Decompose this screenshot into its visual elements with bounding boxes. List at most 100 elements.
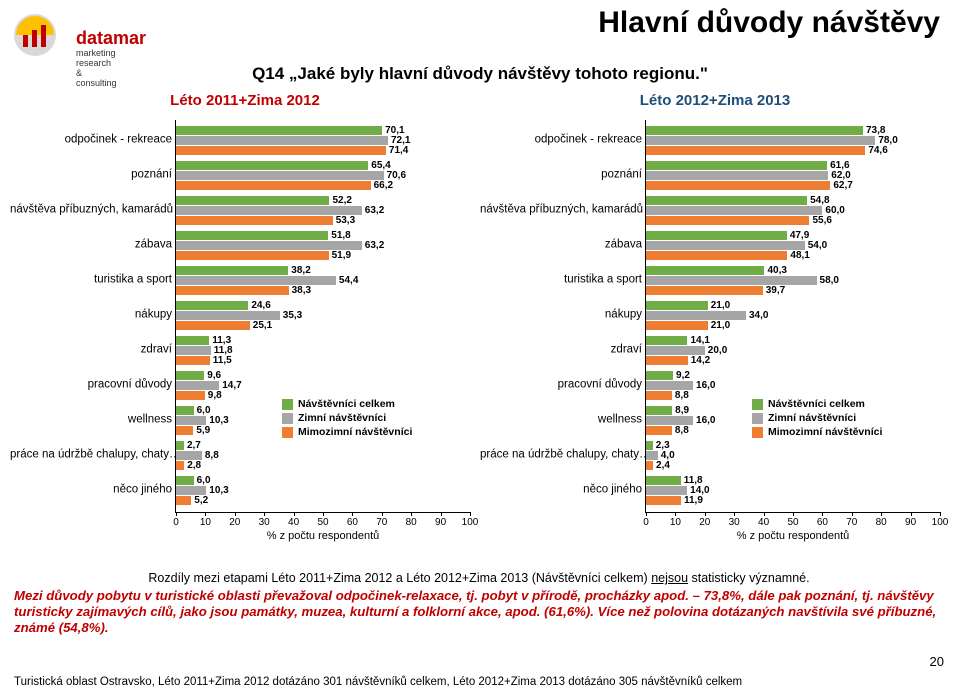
category-label: odpočinek - rekreace — [480, 133, 642, 146]
bar — [646, 286, 763, 295]
bar-value-label: 25,1 — [253, 321, 272, 331]
legend-swatch — [282, 427, 293, 438]
x-tick-label: 90 — [905, 517, 916, 528]
bar — [176, 336, 209, 345]
x-tick — [441, 512, 442, 516]
bar-value-label: 63,2 — [365, 206, 384, 216]
bar — [176, 206, 362, 215]
legend-swatch — [752, 413, 763, 424]
page: { "logo": {"brand":"datamar","tagline":"… — [0, 0, 960, 693]
bar-value-label: 51,9 — [332, 251, 351, 261]
bar — [176, 171, 384, 180]
legend: Návštěvníci celkem Zimní návštěvníci Mimoz… — [282, 396, 412, 440]
bar-value-label: 47,9 — [790, 231, 809, 241]
bar-value-label: 38,3 — [292, 286, 311, 296]
bar-value-label: 11,9 — [684, 496, 703, 506]
x-tick — [646, 512, 647, 516]
legend-label: Návštěvníci celkem — [298, 398, 395, 410]
legend-item: Mimozimní návštěvníci — [752, 426, 882, 438]
bar — [646, 276, 817, 285]
x-tick — [675, 512, 676, 516]
bar — [176, 276, 336, 285]
bar — [646, 301, 708, 310]
bar — [176, 476, 194, 485]
bar — [176, 251, 329, 260]
bar-value-label: 5,9 — [196, 426, 210, 436]
x-axis-title: % z počtu respondentů — [176, 530, 470, 542]
legend-item: Zimní návštěvníci — [282, 412, 412, 424]
bar-value-label: 66,2 — [374, 181, 393, 191]
x-tick — [705, 512, 706, 516]
category-label: práce na údržbě chalupy, chaty… — [480, 448, 642, 461]
category-label: něco jiného — [10, 483, 172, 496]
bar — [176, 356, 210, 365]
x-tick — [411, 512, 412, 516]
bar — [646, 181, 830, 190]
bar — [176, 136, 388, 145]
bar-value-label: 10,3 — [209, 486, 228, 496]
bar — [646, 241, 805, 250]
bar-value-label: 16,0 — [696, 416, 715, 426]
category-label: návštěva příbuzných, kamarádů — [10, 203, 172, 216]
bar-value-label: 8,9 — [675, 406, 689, 416]
x-tick-label: 20 — [229, 517, 240, 528]
bar-value-label: 53,3 — [336, 216, 355, 226]
legend-swatch — [752, 427, 763, 438]
bar — [176, 126, 382, 135]
bar-value-label: 74,6 — [868, 146, 887, 156]
page-title: Hlavní důvody návštěvy — [598, 6, 940, 40]
bar-value-label: 58,0 — [820, 276, 839, 286]
bar — [176, 371, 204, 380]
bar — [646, 136, 875, 145]
charts-area: Léto 2011+Zima 2012 odpočinek - rekreace… — [10, 92, 950, 568]
bar-value-label: 63,2 — [365, 241, 384, 251]
bar-value-label: 14,2 — [691, 356, 710, 366]
bar-value-label: 54,0 — [808, 241, 827, 251]
bar-value-label: 40,3 — [767, 266, 786, 276]
bar — [646, 426, 672, 435]
bar — [646, 196, 807, 205]
logo-mark — [12, 12, 58, 58]
x-tick — [264, 512, 265, 516]
x-tick-label: 30 — [259, 517, 270, 528]
bar — [176, 496, 191, 505]
bar-value-label: 5,2 — [194, 496, 208, 506]
bar — [176, 426, 193, 435]
legend-label: Mimozimní návštěvníci — [768, 426, 882, 438]
x-tick — [822, 512, 823, 516]
bar-value-label: 39,7 — [766, 286, 785, 296]
x-tick — [294, 512, 295, 516]
bar — [176, 146, 386, 155]
x-tick-label: 0 — [643, 517, 649, 528]
x-tick — [881, 512, 882, 516]
x-tick — [793, 512, 794, 516]
page-subtitle: Q14 „Jaké byly hlavní důvody návštěvy to… — [0, 64, 960, 84]
bar — [646, 216, 809, 225]
bar — [176, 231, 328, 240]
bar-value-label: 8,8 — [675, 426, 689, 436]
plot-right: odpočinek - rekreace73,878,074,6poznání6… — [480, 116, 950, 568]
bar — [646, 251, 787, 260]
bar — [646, 496, 681, 505]
category-label: turistika a sport — [10, 273, 172, 286]
bar — [176, 301, 248, 310]
bar — [646, 126, 863, 135]
x-tick-label: 100 — [462, 517, 479, 528]
plot-left: odpočinek - rekreace70,172,171,4poznání6… — [10, 116, 480, 568]
bar-value-label: 51,8 — [331, 231, 350, 241]
x-tick — [911, 512, 912, 516]
bar — [176, 406, 194, 415]
category-label: pracovní důvody — [480, 378, 642, 391]
bar — [646, 356, 688, 365]
bar-value-label: 9,6 — [207, 371, 221, 381]
footer-line: Turistická oblast Ostravsko, Léto 2011+Z… — [14, 675, 944, 689]
legend-label: Mimozimní návštěvníci — [298, 426, 412, 438]
bar — [176, 216, 333, 225]
bar — [646, 171, 828, 180]
legend-swatch — [282, 399, 293, 410]
x-tick-label: 10 — [670, 517, 681, 528]
category-label: zdraví — [480, 343, 642, 356]
category-label: poznání — [480, 168, 642, 181]
legend-label: Zimní návštěvníci — [768, 412, 856, 424]
logo-brand: datamar — [76, 28, 146, 49]
